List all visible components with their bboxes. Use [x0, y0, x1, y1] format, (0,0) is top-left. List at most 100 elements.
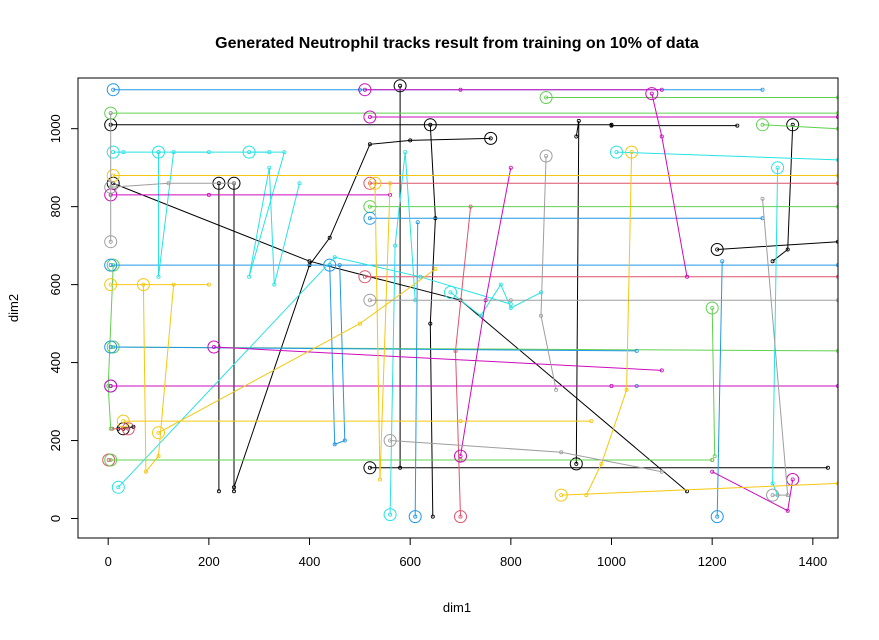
track-start-marker [539, 91, 553, 104]
track-series [106, 145, 211, 279]
track-point [539, 290, 544, 295]
track-start-marker [121, 422, 135, 436]
track-point [836, 157, 838, 162]
track-series [610, 145, 838, 162]
track-start-marker [383, 434, 397, 447]
track-series [454, 165, 513, 463]
y-tick-label: 600 [48, 274, 63, 296]
track-line [110, 124, 738, 127]
track-start-marker [207, 340, 221, 354]
track-series [760, 196, 790, 502]
track-series [770, 118, 800, 264]
track-point [267, 150, 272, 155]
track-line [450, 283, 542, 317]
track-start-marker [104, 235, 118, 249]
track-point [108, 344, 113, 349]
track-series [584, 145, 639, 498]
track-start-marker [363, 176, 377, 190]
track-series [152, 145, 272, 159]
track-point [126, 426, 131, 431]
track-point [634, 348, 639, 353]
x-tick-label: 1400 [798, 554, 827, 569]
track-point [111, 87, 116, 92]
track-line [107, 265, 114, 429]
track-point [141, 282, 146, 287]
track-point [307, 259, 312, 264]
track-series [770, 161, 785, 498]
track-line [113, 151, 209, 277]
track-point [108, 457, 113, 462]
track-series [539, 91, 838, 104]
track-start-marker [771, 161, 785, 175]
track-point [108, 426, 113, 431]
track-series [705, 301, 719, 459]
track-point [332, 255, 337, 260]
track-point [735, 123, 740, 128]
track-series [111, 255, 513, 494]
track-point [211, 344, 216, 349]
track-line [762, 124, 838, 130]
track-point [121, 419, 126, 424]
track-series [116, 414, 594, 428]
track-point [488, 136, 493, 141]
track-point [790, 477, 795, 482]
track-series [358, 83, 664, 97]
track-start-marker [705, 301, 719, 315]
track-point [589, 419, 594, 424]
track-point [111, 150, 116, 155]
x-tick-label: 200 [198, 554, 220, 569]
track-series [106, 169, 838, 182]
track-series [423, 118, 438, 519]
track-point [398, 465, 403, 470]
track-line [651, 93, 688, 277]
track-point [156, 454, 161, 459]
track-line [158, 268, 436, 434]
track-start-marker [136, 278, 150, 292]
track-line [540, 155, 557, 390]
track-point [785, 247, 790, 252]
track-series [136, 278, 176, 474]
track-point [649, 91, 654, 96]
track-point [297, 181, 302, 186]
track-point [231, 485, 236, 490]
track-point [388, 181, 393, 186]
track-start-marker [554, 488, 568, 502]
track-line [110, 346, 637, 352]
track-series [104, 278, 211, 292]
track-point [156, 430, 161, 435]
track-point [836, 115, 838, 119]
track-point [836, 481, 838, 486]
track-point [108, 111, 113, 116]
track-line [117, 256, 511, 488]
track-start-marker [625, 145, 639, 159]
track-point [108, 263, 113, 268]
track-line [329, 265, 346, 446]
track-start-marker [423, 118, 437, 132]
track-point [720, 259, 725, 264]
track-start-marker [383, 508, 397, 522]
track-point [544, 153, 549, 158]
track-point [574, 461, 579, 466]
track-point [836, 173, 838, 178]
track-point [108, 282, 113, 287]
track-line [616, 151, 838, 161]
x-tick-label: 400 [299, 554, 321, 569]
track-point [584, 493, 589, 498]
track-point [836, 384, 838, 388]
track-series [368, 176, 393, 482]
x-tick-label: 0 [105, 554, 112, 569]
track-point [367, 115, 372, 120]
track-point [377, 477, 382, 482]
track-series [106, 176, 690, 494]
track-point [156, 150, 161, 155]
x-tick-label: 800 [500, 554, 522, 569]
track-point [715, 247, 720, 252]
track-point [433, 266, 438, 271]
track-point [367, 465, 372, 470]
track-series [363, 211, 765, 225]
track-series [383, 434, 664, 474]
track-start-marker [363, 293, 377, 307]
track-point [836, 181, 838, 186]
track-point [388, 438, 393, 443]
track-start-marker [363, 461, 377, 475]
